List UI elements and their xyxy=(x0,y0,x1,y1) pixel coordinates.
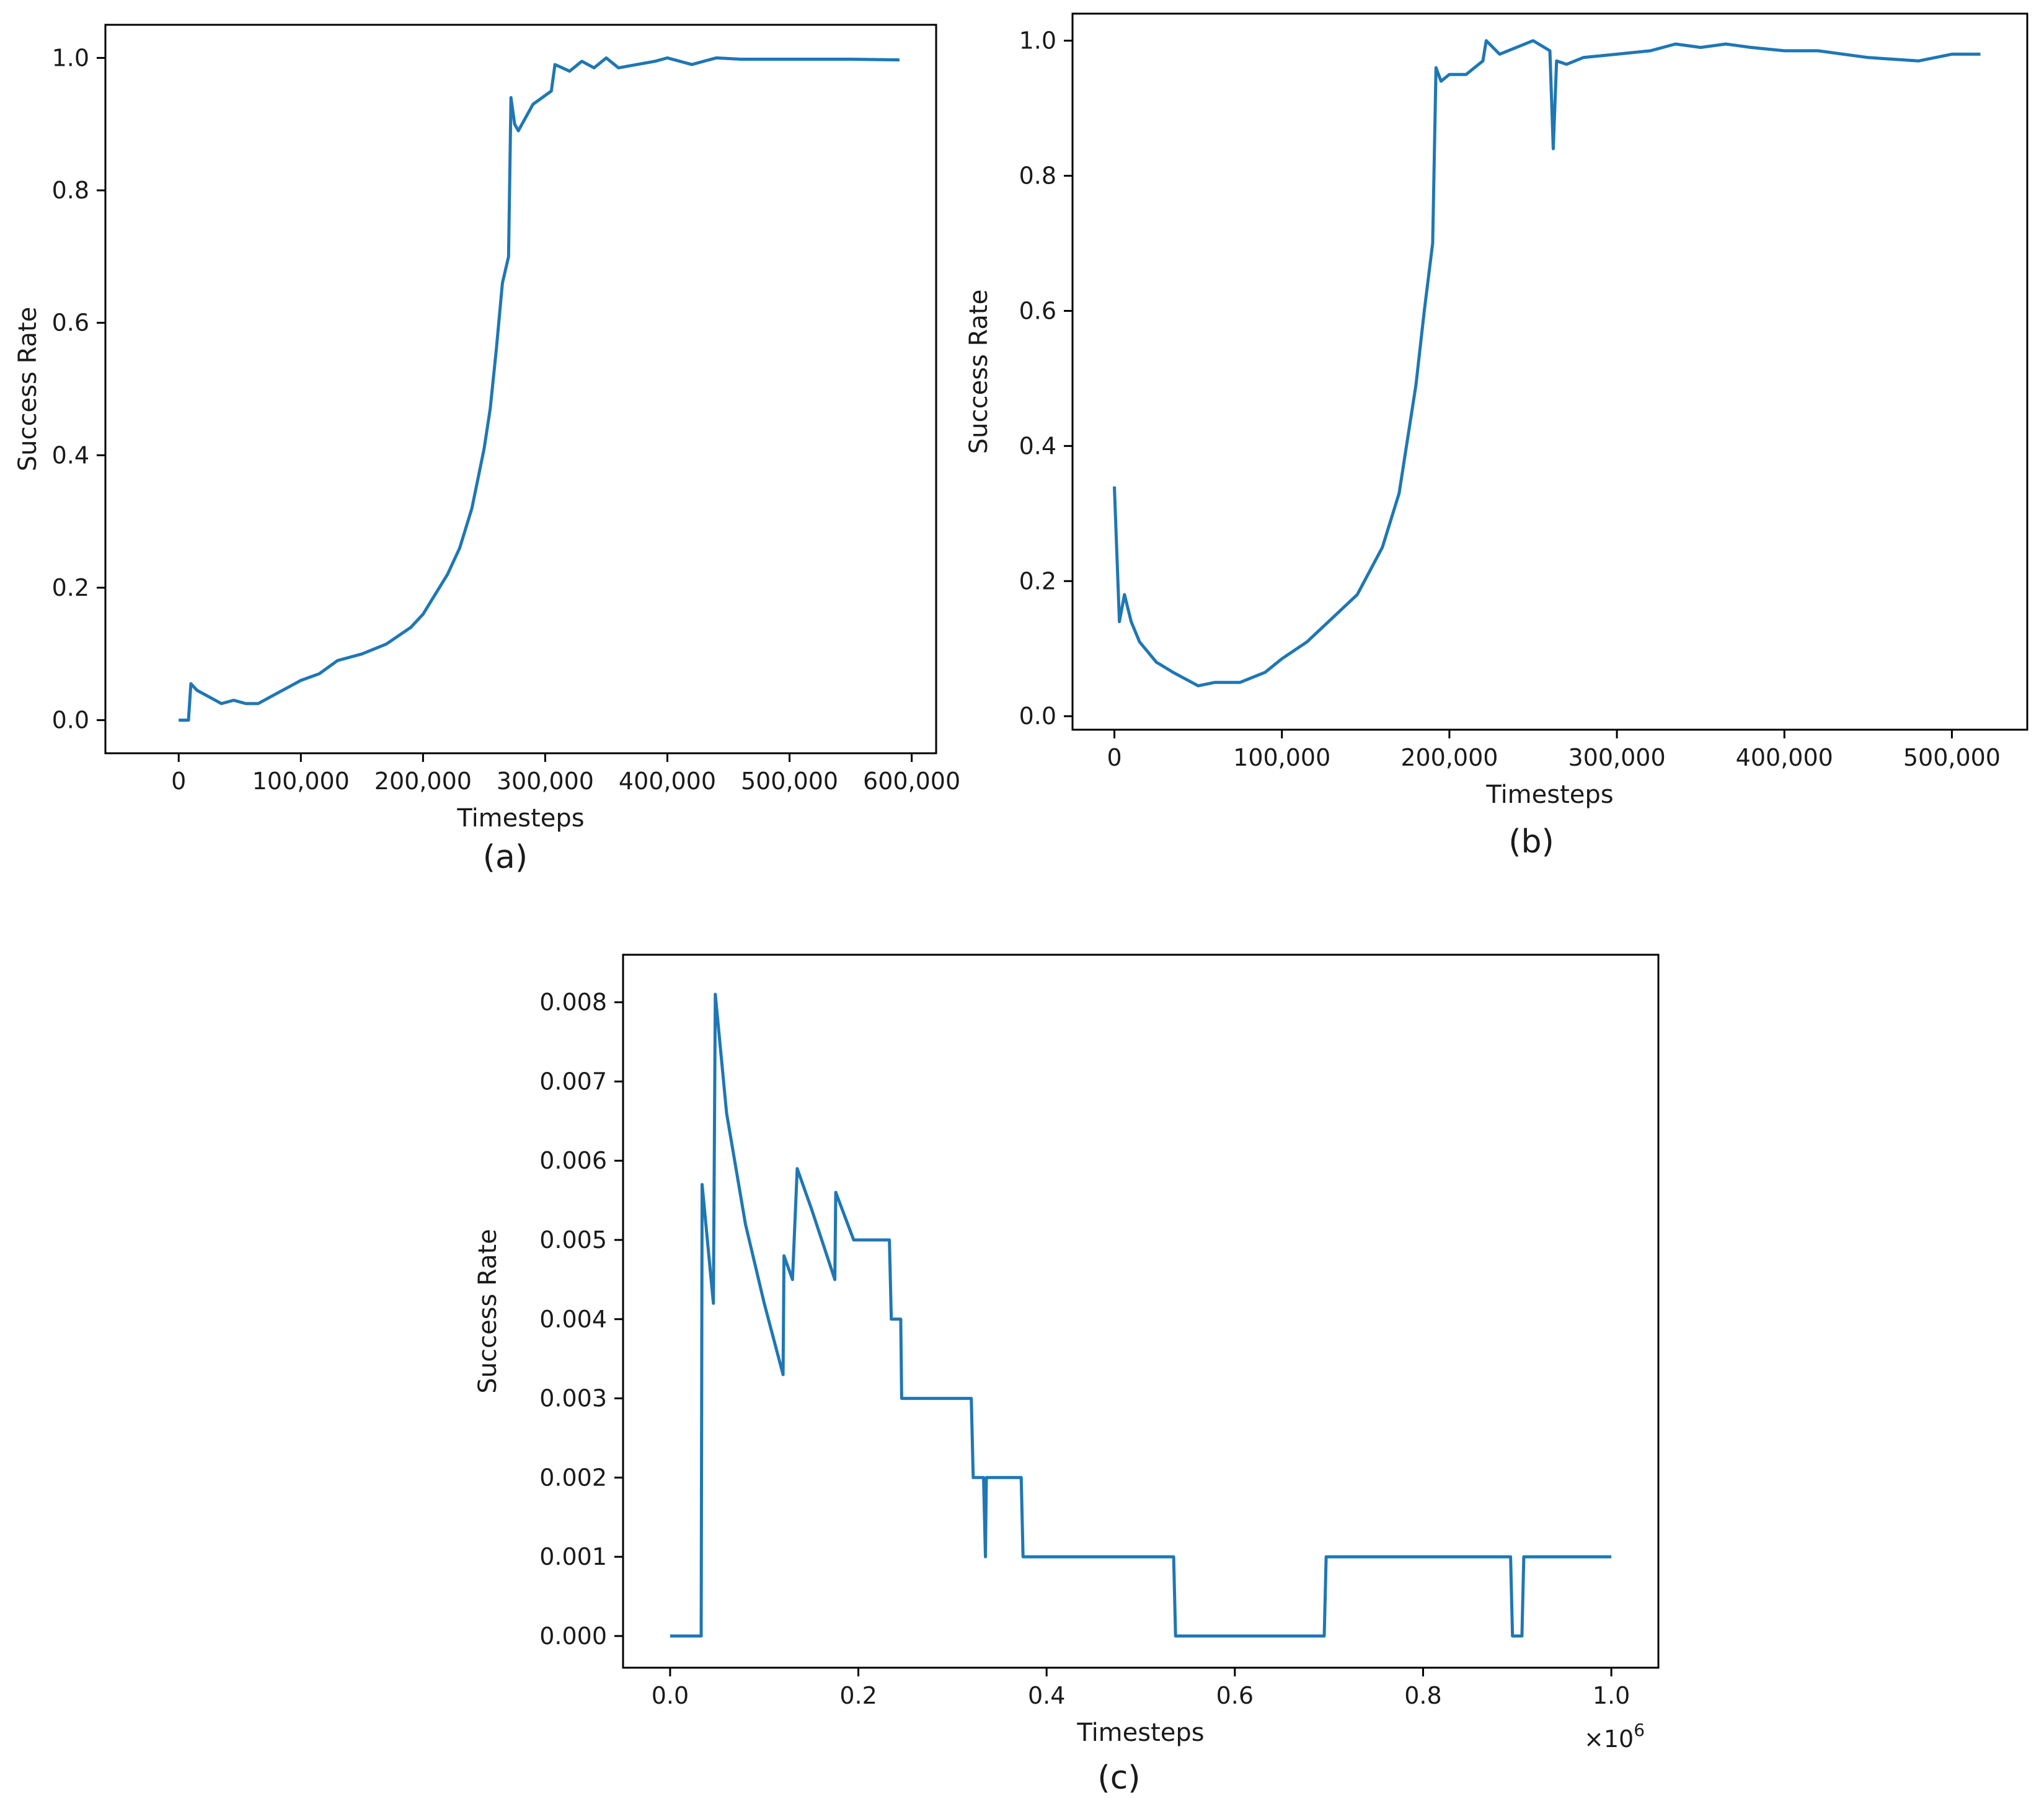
x-tick-label: 0.6 xyxy=(1216,1682,1254,1709)
y-tick-label: 0.006 xyxy=(539,1147,607,1174)
y-tick-label: 0.6 xyxy=(52,309,89,337)
x-tick-label: 500,000 xyxy=(1903,744,2001,771)
x-tick-label: 0.8 xyxy=(1404,1682,1441,1709)
x-tick-label: 400,000 xyxy=(619,768,716,795)
y-axis-label: Success Rate xyxy=(965,290,993,454)
x-tick-label: 500,000 xyxy=(741,768,838,795)
chart-a: 0 100,000 200,000 300,000 400,000 500,000 600,… xyxy=(14,24,960,876)
x-axis-label: Timesteps xyxy=(456,804,584,833)
x-tick-label: 0.4 xyxy=(1028,1682,1065,1709)
chart-c: 0.0 0.2 0.4 0.6 0.8 1.0 0.000 0.001 0.002 0.003 0.… xyxy=(474,954,1660,1797)
y-tick-label: 0.4 xyxy=(1019,432,1056,459)
y-tick-label: 0.005 xyxy=(539,1226,607,1254)
axes-frame xyxy=(1071,12,2029,731)
x-multiplier-exponent: 6 xyxy=(1634,1720,1645,1740)
y-tick-label: 0.8 xyxy=(52,177,89,204)
chart-b: 0 100,000 200,000 300,000 400,000 500,000 0.0 0… xyxy=(965,12,2029,861)
y-tick-label: 1.0 xyxy=(1019,27,1056,55)
y-tick-label: 0.4 xyxy=(52,441,89,469)
x-tick-label: 200,000 xyxy=(1400,744,1498,771)
series-line-success_rate xyxy=(179,56,900,722)
y-tick-label: 0.6 xyxy=(1019,297,1056,324)
y-axis-label: Success Rate xyxy=(14,307,42,471)
y-tick-label: 0.2 xyxy=(52,574,89,601)
series-line-success_rate xyxy=(1113,39,1981,688)
x-tick-label: 300,000 xyxy=(1568,744,1665,771)
y-tick-label: 0.2 xyxy=(1019,567,1056,595)
series-line-success_rate xyxy=(670,993,1612,1638)
y-tick-label: 0.0 xyxy=(52,707,89,734)
y-tick-label: 0.003 xyxy=(539,1385,607,1412)
x-axis-multiplier: ×106 xyxy=(1584,1720,1645,1753)
x-axis-label: Timesteps xyxy=(1076,1719,1204,1747)
subfigure-caption: (b) xyxy=(1508,823,1554,861)
x-tick-label: 300,000 xyxy=(497,768,594,795)
x-axis-label: Timesteps xyxy=(1485,781,1613,809)
x-tick-label: 600,000 xyxy=(863,768,960,795)
subfigure-caption: (c) xyxy=(1097,1759,1140,1797)
y-tick-label: 0.000 xyxy=(539,1622,607,1650)
y-tick-label: 0.002 xyxy=(539,1464,607,1491)
x-tick-label: 0.2 xyxy=(839,1682,877,1709)
axes-frame xyxy=(104,24,937,754)
subfigure-caption: (a) xyxy=(483,839,528,876)
x-tick-label: 1.0 xyxy=(1593,1682,1630,1709)
x-tick-label: 0 xyxy=(1107,744,1122,771)
x-multiplier-base: ×10 xyxy=(1584,1725,1634,1753)
y-tick-label: 0.007 xyxy=(539,1068,607,1095)
y-tick-label: 0.0 xyxy=(1019,702,1056,730)
x-tick-label: 100,000 xyxy=(1233,744,1330,771)
y-axis-label: Success Rate xyxy=(474,1229,502,1393)
x-tick-label: 0.0 xyxy=(652,1682,689,1709)
y-tick-label: 0.004 xyxy=(539,1306,607,1333)
axes-frame xyxy=(622,954,1660,1669)
x-tick-label: 400,000 xyxy=(1736,744,1833,771)
x-tick-label: 100,000 xyxy=(252,768,350,795)
y-tick-label: 1.0 xyxy=(52,44,89,71)
y-tick-label: 0.008 xyxy=(539,989,607,1016)
x-tick-label: 0 xyxy=(171,768,186,795)
y-tick-label: 0.8 xyxy=(1019,162,1056,190)
x-tick-label: 200,000 xyxy=(374,768,472,795)
y-tick-label: 0.001 xyxy=(539,1543,607,1570)
